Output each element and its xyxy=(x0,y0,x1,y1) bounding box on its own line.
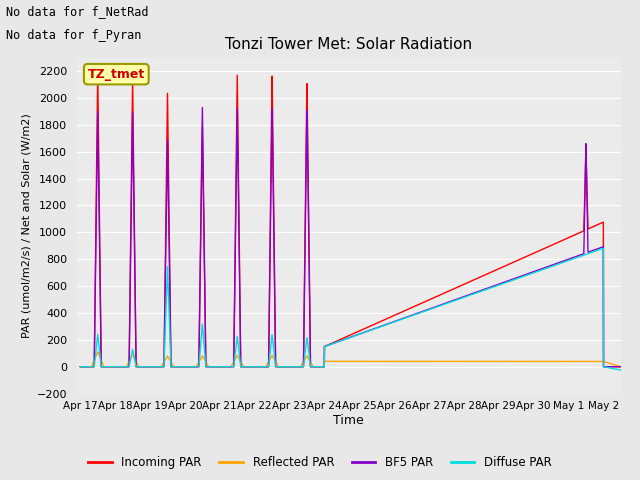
Y-axis label: PAR (umol/m2/s) / Net and Solar (W/m2): PAR (umol/m2/s) / Net and Solar (W/m2) xyxy=(21,113,31,338)
Text: TZ_tmet: TZ_tmet xyxy=(88,68,145,81)
Text: No data for f_NetRad: No data for f_NetRad xyxy=(6,5,149,18)
Legend: Incoming PAR, Reflected PAR, BF5 PAR, Diffuse PAR: Incoming PAR, Reflected PAR, BF5 PAR, Di… xyxy=(84,452,556,474)
Title: Tonzi Tower Met: Solar Radiation: Tonzi Tower Met: Solar Radiation xyxy=(225,37,472,52)
Text: No data for f_Pyran: No data for f_Pyran xyxy=(6,29,142,42)
X-axis label: Time: Time xyxy=(333,414,364,427)
